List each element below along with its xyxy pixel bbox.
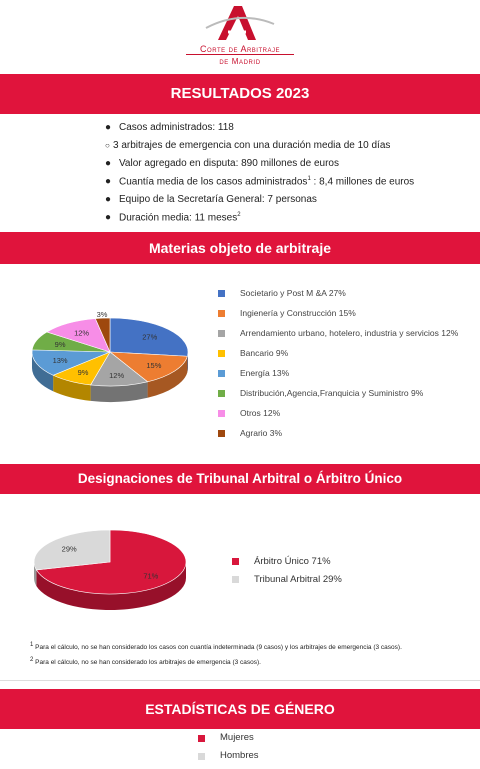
fact-item: ● Valor agregado en disputa: 890 millones… [105, 158, 339, 169]
legend-swatch [218, 290, 225, 297]
legend-swatch [198, 735, 205, 742]
footnote-1: 1 Para el cálculo, no se han considerado… [30, 642, 402, 652]
legend-swatch [218, 370, 225, 377]
section-divider [0, 680, 480, 681]
logo-line2: de Madrid [219, 57, 261, 66]
pie-slice [33, 529, 111, 571]
footnote-2: 2 Para el cálculo, no se han considerado… [30, 657, 261, 667]
pie-data-label: 27% [142, 333, 157, 342]
pie-data-label: 15% [146, 361, 161, 370]
materias-title: Materias objeto de arbitraje [148, 240, 332, 256]
pie-slice [31, 349, 111, 376]
legend-swatch [218, 350, 225, 357]
legend-swatch [218, 310, 225, 317]
legend-swatch [218, 390, 225, 397]
bullet-icon: ● [105, 122, 112, 133]
pie-data-label: 12% [109, 371, 124, 380]
results-title: RESULTADOS 2023 [170, 85, 310, 102]
designaciones-title: Designaciones de Tribunal Arbitral o Árb… [77, 471, 403, 486]
fact-item: ● Casos administrados: 118 [105, 122, 234, 133]
pie-data-label: 9% [55, 340, 66, 349]
bullet-icon: ● [105, 158, 112, 169]
pie-slice-side [90, 381, 148, 402]
pie-data-label: 9% [78, 368, 89, 377]
pie-slice-side [36, 562, 186, 610]
legend-swatch [218, 410, 225, 417]
logo-a-icon [205, 6, 275, 40]
legend-swatch [218, 330, 225, 337]
bullet-icon: ● [105, 212, 112, 224]
materias-pie-chart: 27% 15% 12% 9% 13% 9% 12% 3% [31, 310, 189, 402]
pie-data-label: 29% [62, 545, 77, 554]
designaciones-legend: Árbitro Único 71% Tribunal Arbitral 29% [232, 556, 432, 596]
pie-slice-side [31, 352, 54, 392]
pie-slice [35, 529, 187, 595]
fact-subitem: ○ 3 arbitrajes de emergencia con una dura… [105, 140, 391, 151]
genero-title: ESTADÍSTICAS DE GÉNERO [145, 701, 335, 717]
designaciones-pie-chart: 71% 29% [33, 529, 187, 610]
pie-slice-side [53, 375, 91, 401]
pie-slice-side [34, 562, 37, 586]
fact-item: ● Equipo de la Secretaría General: 7 pers… [105, 194, 317, 205]
logo: Corte de Arbitraje de Madrid [0, 0, 480, 72]
sub-bullet-icon: ○ [105, 141, 110, 150]
pie-slice [109, 351, 188, 383]
pie-slice-side [147, 356, 188, 398]
fact-item: ● Duración media: 11 meses2 [105, 212, 241, 224]
pie-data-label: 12% [74, 328, 89, 337]
legend-swatch [218, 430, 225, 437]
logo-divider [186, 54, 294, 55]
genero-banner: ESTADÍSTICAS DE GÉNERO [0, 689, 480, 729]
pie-data-label: 71% [143, 571, 158, 580]
gender-legend: Mujeres Hombres [198, 732, 318, 768]
legend-swatch [232, 576, 239, 583]
pie-data-label: 13% [53, 356, 68, 365]
logo-line1: Corte de Arbitraje [200, 44, 280, 54]
pie-slice [94, 317, 111, 353]
materias-banner: Materias objeto de arbitraje [0, 232, 480, 264]
materias-legend: Societario y Post M &A 27% Ingienería y … [218, 288, 480, 448]
legend-swatch [198, 753, 205, 760]
bullet-icon: ● [105, 176, 112, 188]
fact-item: ● Cuantía media de los casos administrado… [105, 176, 415, 188]
results-banner: RESULTADOS 2023 [0, 74, 480, 114]
legend-swatch [232, 558, 239, 565]
pie-data-label: 3% [97, 310, 108, 319]
pie-slice-side [187, 352, 188, 373]
designaciones-banner: Designaciones de Tribunal Arbitral o Árb… [0, 464, 480, 494]
bullet-icon: ● [105, 194, 112, 205]
pie-slice [109, 317, 189, 357]
